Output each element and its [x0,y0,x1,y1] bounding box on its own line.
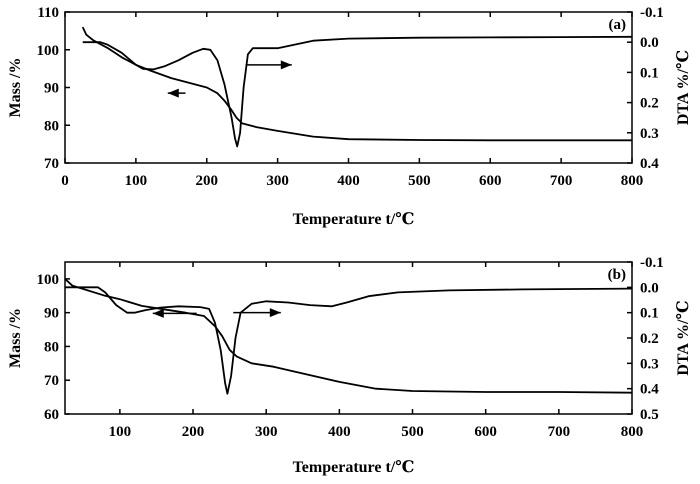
y-tick-label: 80 [44,118,59,134]
x-tick-label: 200 [196,173,219,189]
y2-tick-label: 0.3 [640,126,659,142]
y2-tick-label: 0.4 [640,382,659,398]
y-axis-title: Mass /% [7,58,24,118]
y2-tick-label: 0.1 [640,65,659,81]
x-tick-label: 100 [109,424,132,440]
y2-tick-label: 0.5 [640,407,659,423]
x-tick-label: 300 [266,173,289,189]
mass-curve [81,26,632,142]
y2-axis-title: DTA %/℃ [675,300,692,375]
y-tick-label: 100 [37,272,60,288]
y-tick-label: 90 [44,81,59,97]
x-tick-label: 600 [479,173,502,189]
y2-tick-label: 0.0 [640,35,659,51]
y-tick-label: 80 [44,339,59,355]
x-tick-label: 700 [550,173,573,189]
x-tick-label: 300 [255,424,278,440]
x-axis-title: Temperature t/℃ [293,211,415,228]
y2-tick-label: 0.2 [640,331,659,347]
x-tick-label: 500 [401,424,424,440]
y-tick-label: 100 [37,43,60,59]
panel-label: (a) [609,17,627,33]
y2-axis-title: DTA %/℃ [675,50,692,125]
y-tick-label: 90 [44,306,59,322]
y-tick-label: 70 [44,373,59,389]
y2-tick-label: 0.0 [640,280,659,296]
chart-panel-b: 100 200 300 400 500 600 700 800 60 70 80 90 100 -0.1 0… [7,255,692,476]
x-tick-label: 600 [474,424,497,440]
y2-tick-label: 0.2 [640,96,659,112]
y-axis-title: Mass /% [7,308,24,368]
y2-tick-label: -0.1 [640,255,664,271]
x-tick-label: 700 [548,424,571,440]
y-tick-label: 110 [37,5,59,21]
arrow-left-head [152,308,164,318]
arrow-right-head [269,308,281,318]
y2-tick-label: -0.1 [640,5,664,21]
arrow-left-head [167,88,179,98]
chart-panel-a: 0 100 200 300 400 500 600 700 800 70 80 90 100 110 -0.… [7,5,692,228]
x-tick-label: 0 [61,173,69,189]
x-tick-label: 100 [125,173,148,189]
x-tick-label: 400 [328,424,351,440]
panel-label: (b) [608,267,626,283]
mass-curve [64,278,633,394]
dta-curve [82,35,633,148]
dta-curve [65,286,633,395]
y2-tick-label: 0.1 [640,306,659,322]
y-tick-label: 60 [44,407,59,423]
x-tick-label: 400 [337,173,360,189]
y2-tick-label: 0.3 [640,356,659,372]
x-axis-title: Temperature t/℃ [293,459,415,476]
y-tick-label: 70 [44,156,59,172]
x-tick-label: 200 [182,424,205,440]
arrow-right-head [280,60,292,70]
x-tick-label: 800 [621,424,644,440]
y2-tick-label: 0.4 [640,156,659,172]
x-tick-label: 800 [621,173,644,189]
x-tick-label: 500 [408,173,431,189]
